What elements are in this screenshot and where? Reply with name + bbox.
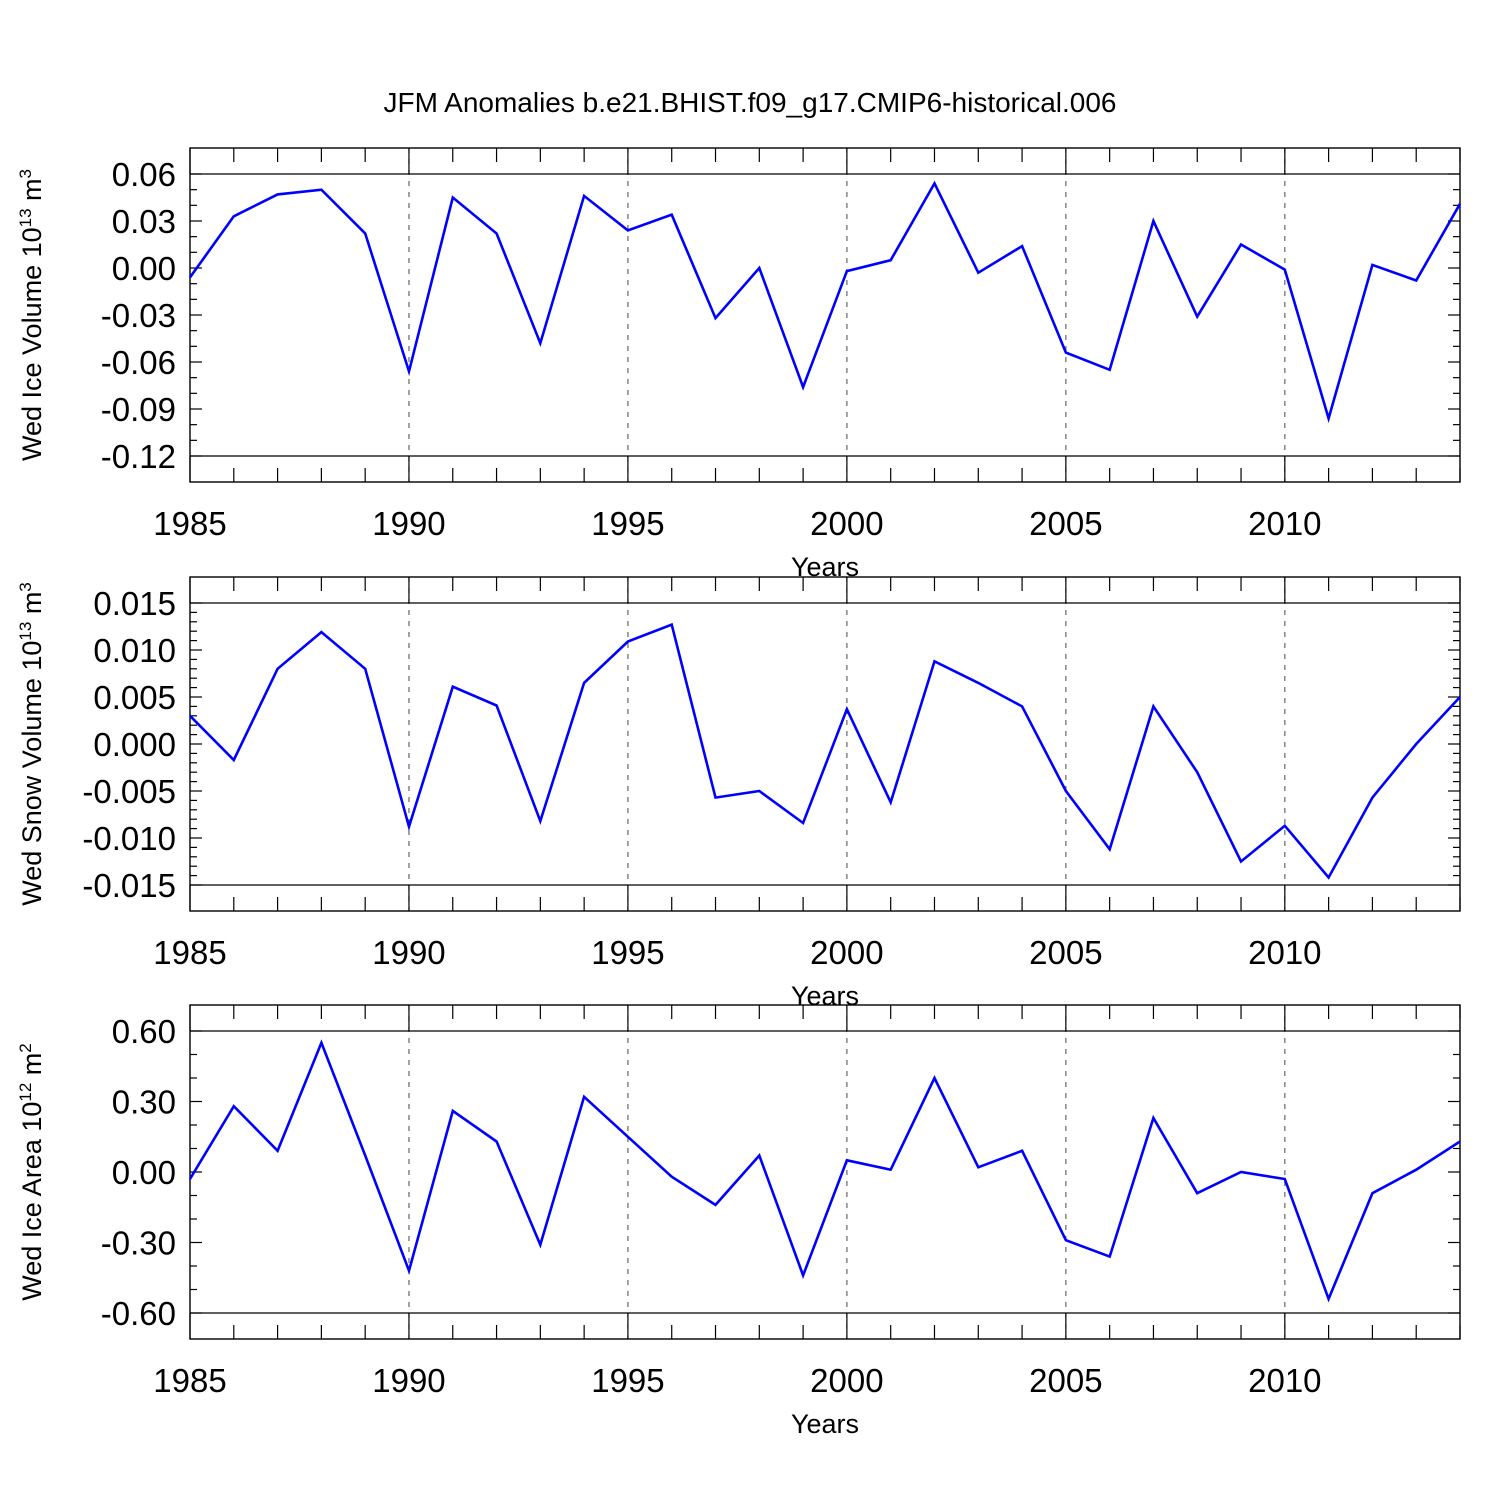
y-axis-title-ylabel-unit-exponent: 3 <box>16 169 35 178</box>
x-tick-label: 1995 <box>591 1362 664 1399</box>
x-tick-label: 2005 <box>1029 1362 1102 1399</box>
y-axis-title-ylabel: Wed Ice Area 10 <box>17 1102 47 1301</box>
x-axis-title: Years <box>791 981 859 1011</box>
x-tick-label: 1985 <box>153 1362 226 1399</box>
x-tick-label: 1990 <box>372 934 445 971</box>
y-tick-label: -0.03 <box>101 297 176 334</box>
plot-frame <box>189 1004 1461 1340</box>
chart-panel-ice-area: -0.60 -0.30 0.00 0.30 0.60 1985 1990 1995 2000 20… <box>16 1004 1461 1439</box>
y-axis-title-ylabel: Wed Ice Volume 10 <box>17 227 47 461</box>
y-tick-label: -0.12 <box>101 438 176 475</box>
y-tick-label: 0.30 <box>112 1084 176 1121</box>
y-tick-label: 0.60 <box>112 1013 176 1050</box>
x-tick-label: 2000 <box>810 1362 883 1399</box>
x-tick-label: 2005 <box>1029 505 1102 542</box>
series-line-ice-area <box>188 1039 1461 1303</box>
y-axis-title-ylabel-unit: m <box>17 1053 47 1083</box>
y-axis-title: Wed Ice Volume 1013 m3 <box>16 169 47 461</box>
y-tick-label: 0.015 <box>93 585 176 622</box>
y-tick-label: 0.005 <box>93 679 176 716</box>
y-tick-label: -0.09 <box>101 391 176 428</box>
x-tick-label: 2010 <box>1248 505 1321 542</box>
y-tick-label: -0.005 <box>82 773 176 810</box>
series-line-ice-volume <box>188 180 1462 424</box>
x-tick-label: 2000 <box>810 505 883 542</box>
x-tick-label: 2010 <box>1248 934 1321 971</box>
figure-title: JFM Anomalies b.e21.BHIST.f09_g17.CMIP6-… <box>383 87 1116 118</box>
panels: -0.12 -0.09 -0.06 -0.03 0.00 0.03 0.06 1985 1990… <box>16 147 1462 1439</box>
y-axis-title: Wed Ice Area 1012 m2 <box>16 1043 47 1301</box>
y-axis-title: Wed Snow Volume 1013 m3 <box>16 582 47 906</box>
x-tick-label: 1990 <box>372 1362 445 1399</box>
y-tick-label: 0.010 <box>93 632 176 669</box>
x-tick-label: 1985 <box>153 934 226 971</box>
y-tick-label: 0.000 <box>93 726 176 763</box>
plot-frame <box>189 147 1461 483</box>
y-axis-title-ylabel-exponent: 13 <box>16 208 35 227</box>
chart-panel-ice-volume: -0.12 -0.09 -0.06 -0.03 0.00 0.03 0.06 1985 1990… <box>16 147 1462 582</box>
chart-panel-snow-volume: -0.015 -0.010 -0.005 0.000 0.005 0.010 0.015 19… <box>16 576 1461 1011</box>
y-axis-title-ylabel-exponent: 12 <box>16 1083 35 1102</box>
x-tick-label: 2005 <box>1029 934 1102 971</box>
y-axis-title-ylabel-unit: m <box>17 592 47 622</box>
y-tick-label: -0.06 <box>101 344 176 381</box>
y-axis-title-ylabel-unit-exponent: 3 <box>16 582 35 591</box>
y-axis-title-ylabel-exponent: 13 <box>16 622 35 641</box>
y-tick-label: 0.03 <box>112 203 176 240</box>
x-tick-label: 1995 <box>591 934 664 971</box>
x-tick-label: 1990 <box>372 505 445 542</box>
y-axis-title-ylabel-unit: m <box>17 178 47 208</box>
y-tick-label: 0.06 <box>112 156 176 193</box>
y-tick-label: -0.010 <box>82 820 176 857</box>
x-tick-label: 1995 <box>591 505 664 542</box>
y-tick-label: 0.00 <box>112 250 176 287</box>
y-tick-label: -0.30 <box>101 1225 176 1262</box>
y-axis-title-ylabel: Wed Snow Volume 10 <box>17 641 47 906</box>
x-tick-label: 2000 <box>810 934 883 971</box>
x-axis-title: Years <box>791 1409 859 1439</box>
plot-frame <box>189 576 1461 912</box>
y-tick-label: -0.60 <box>101 1295 176 1332</box>
y-tick-label: 0.00 <box>112 1154 176 1191</box>
y-tick-label: -0.015 <box>82 867 176 904</box>
series-line-snow-volume <box>189 622 1461 880</box>
y-axis-title-ylabel-unit-exponent: 2 <box>16 1043 35 1052</box>
x-tick-label: 2010 <box>1248 1362 1321 1399</box>
x-tick-label: 1985 <box>153 505 226 542</box>
